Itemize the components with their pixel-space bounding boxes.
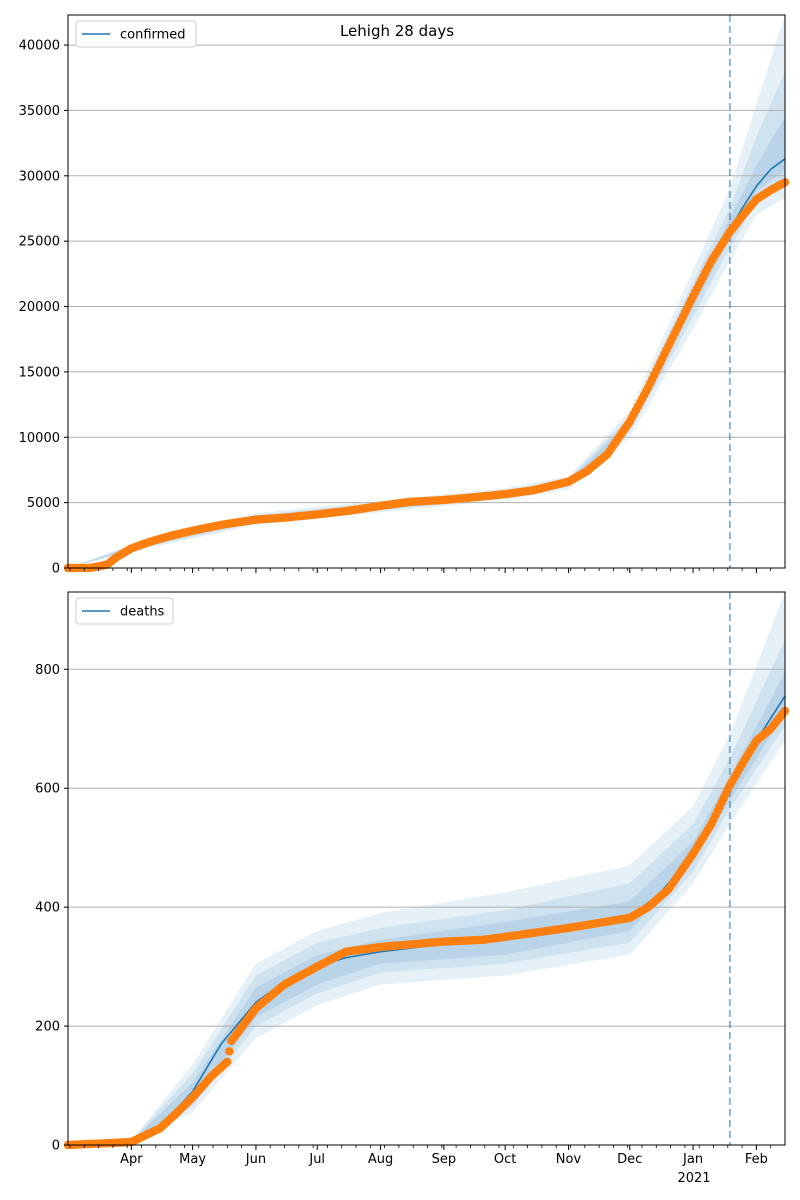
deaths-y-tick-label: 200: [35, 1020, 60, 1035]
confirmed-band-middle: [68, 71, 785, 568]
deaths-y-tick-label: 400: [35, 901, 60, 916]
x-tick-label: Oct: [494, 1152, 516, 1167]
x-tick-label: Jul: [308, 1152, 325, 1167]
deaths-y-grid: [68, 668, 785, 1027]
deaths-band-outer: [68, 592, 785, 1145]
deaths-axes-frame: [67, 591, 786, 1146]
confirmed-uncertainty-bands: [68, 15, 785, 568]
confirmed-observed-points: [63, 178, 790, 573]
confirmed-y-tick-label: 20000: [19, 300, 60, 315]
confirmed-legend-box: [75, 20, 197, 48]
deaths-legend: deaths: [75, 597, 174, 625]
deaths-observed-point: [225, 1047, 234, 1056]
confirmed-y-tick-label: 40000: [19, 39, 60, 54]
confirmed-y-tick-label: 35000: [19, 104, 60, 119]
confirmed-y-tick-label: 25000: [19, 235, 60, 250]
confirmed-x-ticks: [69, 568, 772, 573]
x-tick-label: Nov: [556, 1152, 582, 1167]
x-tick-label: Apr: [120, 1152, 143, 1167]
deaths-legend-box: [75, 597, 174, 625]
deaths-y-tick-label: 600: [35, 782, 60, 797]
x-tick-label: Feb: [745, 1152, 768, 1167]
confirmed-y-ticks: 0 5000 10000 15000 20000 25000 30000 35000 40000: [19, 39, 68, 577]
confirmed-y-tick-label: 10000: [19, 431, 60, 446]
chart-title: Lehigh 28 days: [340, 22, 454, 40]
x-tick-label: Jan: [682, 1152, 703, 1167]
deaths-y-ticks: 0 200 400 600 800: [35, 663, 68, 1154]
confirmed-legend: confirmed: [75, 20, 197, 48]
deaths-y-tick-label: 0: [52, 1139, 60, 1154]
x-tick-label: Dec: [617, 1152, 642, 1167]
confirmed-panel: 0 5000 10000 15000 20000 25000 30000 35000 40000…: [19, 14, 790, 577]
x-year-label: 2021: [677, 1171, 710, 1186]
confirmed-y-tick-label: 15000: [19, 365, 60, 380]
confirmed-legend-label: confirmed: [120, 28, 186, 43]
confirmed-y-tick-label: 0: [52, 562, 60, 577]
deaths-observed-point: [223, 1057, 232, 1067]
confirmed-axes-frame: [67, 14, 786, 569]
confirmed-y-grid: [68, 44, 785, 504]
x-tick-label: Sep: [432, 1152, 457, 1167]
x-tick-label: Jun: [245, 1152, 266, 1167]
deaths-y-tick-label: 800: [35, 663, 60, 678]
confirmed-y-tick-label: 5000: [27, 496, 60, 511]
deaths-panel: 0 200 400 600 800 Apr May Jun Jul Aug Sep Oct Nov De…: [35, 591, 790, 1186]
deaths-x-ticks: Apr May Jun Jul Aug Sep Oct Nov Dec Jan Feb: [69, 1145, 772, 1167]
x-tick-label: Aug: [368, 1152, 393, 1167]
x-tick-label: May: [179, 1152, 206, 1167]
deaths-legend-label: deaths: [120, 605, 165, 620]
confirmed-y-tick-label: 30000: [19, 169, 60, 184]
